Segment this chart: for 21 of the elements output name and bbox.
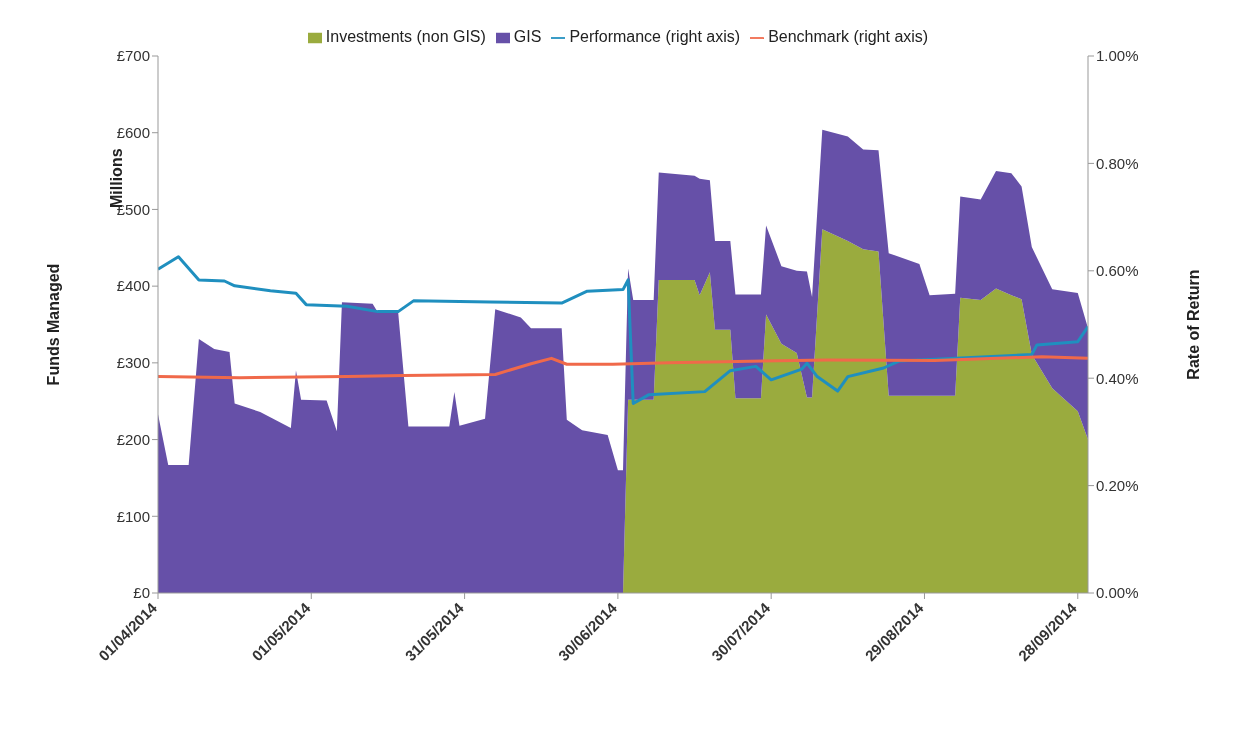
legend-label: Investments (non GIS): [325, 28, 486, 45]
line-series: [158, 355, 1088, 380]
y-axis-title: Funds Managed: [44, 263, 62, 386]
y2-tick-label: 0.20%: [1096, 476, 1139, 494]
y-tick-label: £300: [116, 354, 150, 372]
y2-tick-label: 0.40%: [1096, 369, 1139, 387]
y2-axis-title: Rate of Return: [1184, 269, 1202, 380]
y-tick-label: £700: [116, 47, 150, 65]
legend-label: Performance (right axis): [569, 28, 741, 45]
legend-label: Benchmark (right axis): [768, 28, 929, 45]
y2-tick-label: 0.80%: [1096, 154, 1139, 172]
y-tick-label: £400: [116, 277, 150, 295]
legend-label: GIS: [513, 28, 542, 45]
y2-tick-label: 1.00%: [1096, 47, 1139, 65]
y-tick-label: £0: [133, 584, 150, 602]
line-series: [158, 255, 1088, 405]
y-tick-label: £600: [116, 124, 150, 142]
y-tick-label: £100: [116, 507, 150, 525]
y2-tick-label: 0.00%: [1096, 584, 1139, 602]
y-tick-label: £200: [116, 430, 150, 448]
y2-tick-label: 0.60%: [1096, 262, 1139, 280]
